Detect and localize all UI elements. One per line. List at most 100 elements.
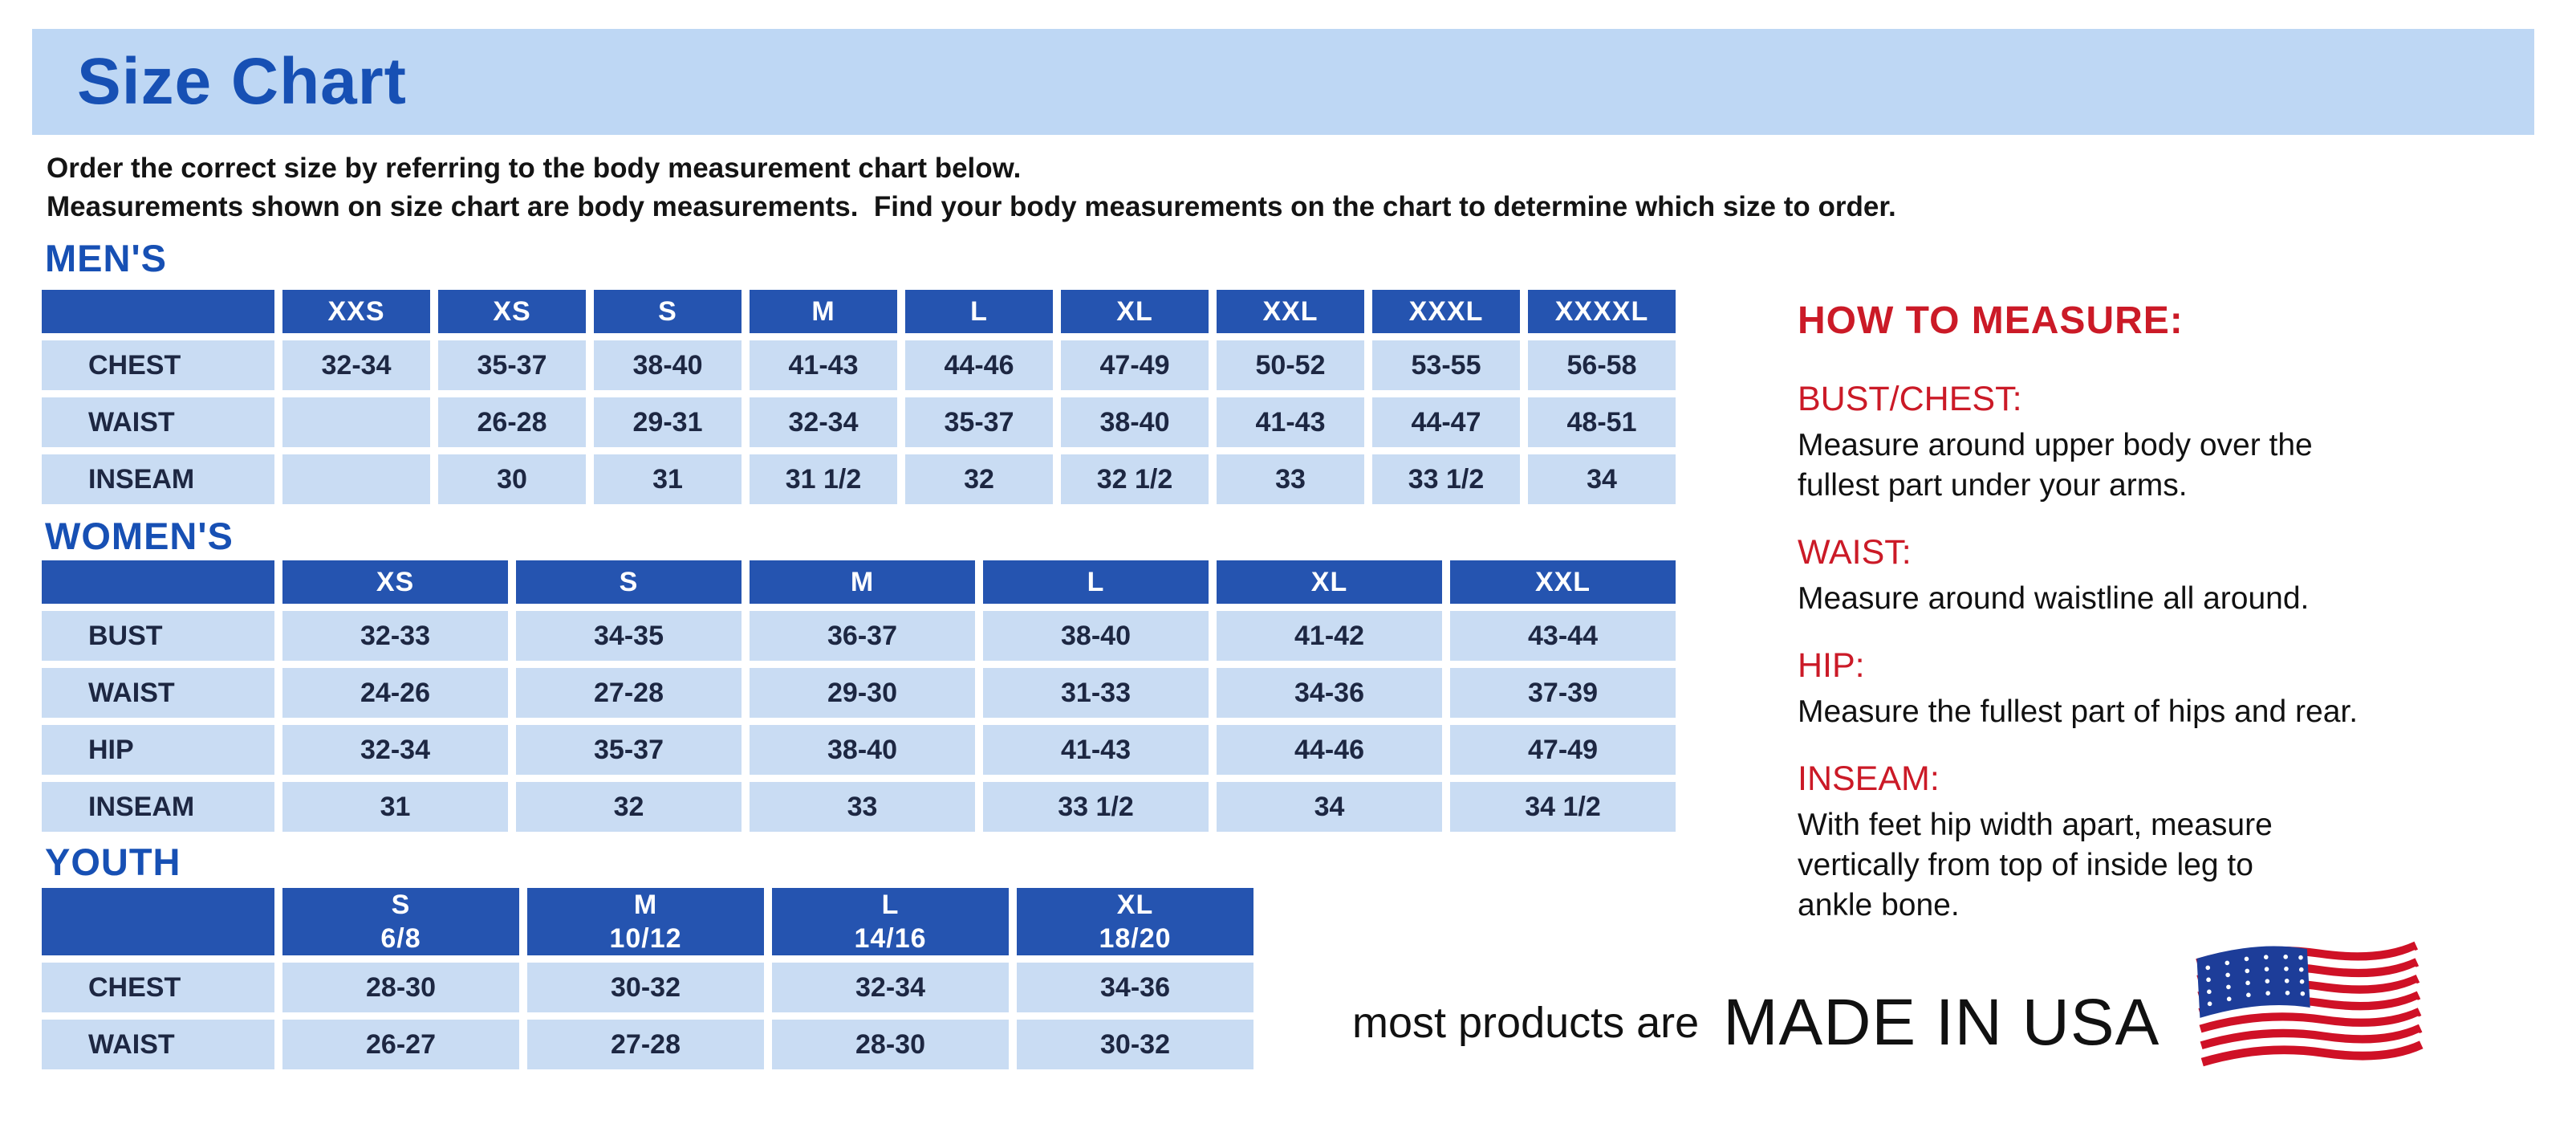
womens-size-table: XS S M L XL XXL BUST 32-33 34-35 36-37 38-40 41-42 4… <box>34 553 1684 839</box>
measurement-value: 32 <box>905 454 1053 504</box>
measurement-row: BUST 32-33 34-35 36-37 38-40 41-42 43-44 <box>42 611 1676 661</box>
how-to-measure-panel: HOW TO MEASURE: BUST/CHEST: Measure arou… <box>1798 299 2576 926</box>
measurement-value: 44-46 <box>1217 725 1442 775</box>
measurement-value: 24-26 <box>282 668 508 718</box>
measurement-value: 50-52 <box>1217 340 1364 390</box>
measurement-value: 31 <box>282 782 508 832</box>
measurement-value: 53-55 <box>1372 340 1520 390</box>
table-corner-cell <box>42 888 274 955</box>
measurement-value: 38-40 <box>594 340 742 390</box>
size-column-header: S 6/8 <box>282 888 519 955</box>
measurement-value: 29-31 <box>594 397 742 447</box>
inseam-label: INSEAM: <box>1798 759 1940 798</box>
size-header-row: XXS XS S M L XL XXL XXXL XXXXL <box>42 290 1676 333</box>
measurement-row: WAIST 26-28 29-31 32-34 35-37 38-40 41-43 44-47… <box>42 397 1676 447</box>
made-in-usa-prefix: most products are <box>1352 999 1700 1047</box>
measurement-value: 48-51 <box>1528 397 1676 447</box>
measurement-value: 32 1/2 <box>1061 454 1209 504</box>
mens-size-table: XXS XS S M L XL XXL XXXL XXXXL CHEST 32-34 35-37 38-… <box>34 283 1684 511</box>
waist-instructions: Measure around waistline all around. <box>1798 581 2310 616</box>
table-corner-cell <box>42 560 274 604</box>
size-column-header: XXXXL <box>1528 290 1676 333</box>
measurement-value: 41-43 <box>1217 397 1364 447</box>
measurement-value: 31 <box>594 454 742 504</box>
measurement-value: 34 <box>1528 454 1676 504</box>
measurement-row: INSEAM 31 32 33 33 1/2 34 34 1/2 <box>42 782 1676 832</box>
waist-label: WAIST: <box>1798 533 1912 572</box>
measurement-value: 47-49 <box>1061 340 1209 390</box>
inseam-instructions: With feet hip width apart, measure verti… <box>1798 808 2273 922</box>
measurement-label: HIP <box>42 725 274 775</box>
bust-chest-label: BUST/CHEST: <box>1798 380 2022 418</box>
measurement-label: WAIST <box>42 1020 274 1069</box>
size-column-header: XL 18/20 <box>1017 888 1253 955</box>
measurement-value: 33 <box>1217 454 1364 504</box>
measurement-value: 33 1/2 <box>983 782 1209 832</box>
measurement-value: 29-30 <box>750 668 975 718</box>
intro-text: Order the correct size by referring to t… <box>47 149 1896 226</box>
measurement-value: 30-32 <box>1017 1020 1253 1069</box>
title-banner: Size Chart <box>32 29 2534 135</box>
measurement-value: 28-30 <box>282 963 519 1012</box>
size-column-header: L <box>983 560 1209 604</box>
measurement-value: 31-33 <box>983 668 1209 718</box>
measurement-value: 35-37 <box>438 340 586 390</box>
size-column-header: XXXL <box>1372 290 1520 333</box>
measurement-label: WAIST <box>42 668 274 718</box>
measurement-row: WAIST 26-27 27-28 28-30 30-32 <box>42 1020 1253 1069</box>
made-in-usa-text: MADE IN USA <box>1723 986 2160 1059</box>
measurement-value: 33 <box>750 782 975 832</box>
size-column-header: L 14/16 <box>772 888 1009 955</box>
size-column-header: XL <box>1217 560 1442 604</box>
measurement-value: 35-37 <box>516 725 742 775</box>
table-corner-cell <box>42 290 274 333</box>
measurement-value: 35-37 <box>905 397 1053 447</box>
size-column-header: XXS <box>282 290 430 333</box>
measurement-value: 44-47 <box>1372 397 1520 447</box>
mens-heading: MEN'S <box>45 237 167 279</box>
page-title: Size Chart <box>77 45 407 118</box>
measurement-value: 43-44 <box>1450 611 1676 661</box>
measurement-value: 32-34 <box>282 340 430 390</box>
measurement-value: 47-49 <box>1450 725 1676 775</box>
intro-line-1: Order the correct size by referring to t… <box>47 153 1022 184</box>
measurement-label: WAIST <box>42 397 274 447</box>
size-column-header: M 10/12 <box>527 888 764 955</box>
measurement-value: 32-34 <box>750 397 897 447</box>
measurement-value: 38-40 <box>750 725 975 775</box>
measurement-value: 41-43 <box>983 725 1209 775</box>
measurement-value: 30-32 <box>527 963 764 1012</box>
measurement-value: 38-40 <box>1061 397 1209 447</box>
measurement-row: HIP 32-34 35-37 38-40 41-43 44-46 47-49 <box>42 725 1676 775</box>
measurement-value: 34-35 <box>516 611 742 661</box>
measurement-value: 44-46 <box>905 340 1053 390</box>
size-column-header: XS <box>282 560 508 604</box>
measurement-value: 31 1/2 <box>750 454 897 504</box>
measurement-value: 28-30 <box>772 1020 1009 1069</box>
measurement-value: 26-27 <box>282 1020 519 1069</box>
size-column-header: M <box>750 560 975 604</box>
measurement-value: 34 1/2 <box>1450 782 1676 832</box>
hip-label: HIP: <box>1798 646 1865 685</box>
us-flag-icon <box>2196 941 2424 1067</box>
size-column-header: S <box>594 290 742 333</box>
size-column-header: XXL <box>1450 560 1676 604</box>
measurement-value: 27-28 <box>527 1020 764 1069</box>
measurement-value: 32-33 <box>282 611 508 661</box>
measurement-value: 33 1/2 <box>1372 454 1520 504</box>
measurement-value: 41-42 <box>1217 611 1442 661</box>
size-header-row: XS S M L XL XXL <box>42 560 1676 604</box>
size-column-header: M <box>750 290 897 333</box>
measurement-value: 38-40 <box>983 611 1209 661</box>
measurement-value: 34-36 <box>1017 963 1253 1012</box>
measurement-label: INSEAM <box>42 782 274 832</box>
measurement-value: 32 <box>516 782 742 832</box>
measurement-row: WAIST 24-26 27-28 29-30 31-33 34-36 37-39 <box>42 668 1676 718</box>
womens-heading: WOMEN'S <box>45 515 234 557</box>
measurement-value: 34-36 <box>1217 668 1442 718</box>
measurement-label: INSEAM <box>42 454 274 504</box>
measurement-row: CHEST 28-30 30-32 32-34 34-36 <box>42 963 1253 1012</box>
measurement-value: 56-58 <box>1528 340 1676 390</box>
measurement-value: 32-34 <box>772 963 1009 1012</box>
